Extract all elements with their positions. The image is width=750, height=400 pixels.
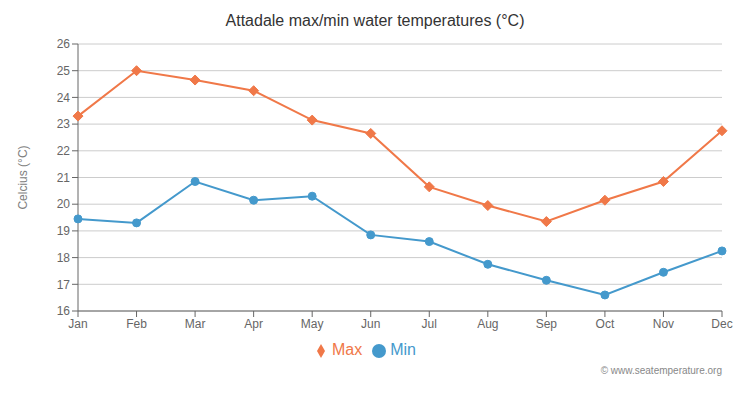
svg-text:Celcius (°C): Celcius (°C) xyxy=(16,145,30,209)
svg-text:18: 18 xyxy=(57,251,71,265)
svg-text:20: 20 xyxy=(57,197,71,211)
svg-text:May: May xyxy=(301,317,324,331)
svg-text:16: 16 xyxy=(57,304,71,318)
svg-text:22: 22 xyxy=(57,144,71,158)
svg-text:17: 17 xyxy=(57,278,71,292)
svg-text:Sep: Sep xyxy=(536,317,558,331)
svg-text:Feb: Feb xyxy=(126,317,147,331)
svg-text:Jul: Jul xyxy=(422,317,437,331)
svg-text:25: 25 xyxy=(57,64,71,78)
svg-text:19: 19 xyxy=(57,224,71,238)
html-text:Attadale max/min water tempera: Attadale max/min water temperatures (°C) xyxy=(225,12,525,29)
svg-text:24: 24 xyxy=(57,91,71,105)
svg-text:Oct: Oct xyxy=(596,317,615,331)
svg-text:Apr: Apr xyxy=(244,317,263,331)
svg-text:Jan: Jan xyxy=(68,317,87,331)
svg-text:26: 26 xyxy=(57,37,71,51)
svg-text:Aug: Aug xyxy=(477,317,498,331)
svg-text:Jun: Jun xyxy=(361,317,380,331)
svg-text:23: 23 xyxy=(57,117,71,131)
svg-text:Dec: Dec xyxy=(711,317,732,331)
html-text:© www.seatemperature.org: © www.seatemperature.org xyxy=(600,365,722,376)
svg-text:Nov: Nov xyxy=(653,317,674,331)
html-text:Max: Max xyxy=(332,341,363,358)
svg-text:Mar: Mar xyxy=(185,317,206,331)
html-text:Min: Min xyxy=(390,341,416,358)
svg-text:21: 21 xyxy=(57,171,71,185)
